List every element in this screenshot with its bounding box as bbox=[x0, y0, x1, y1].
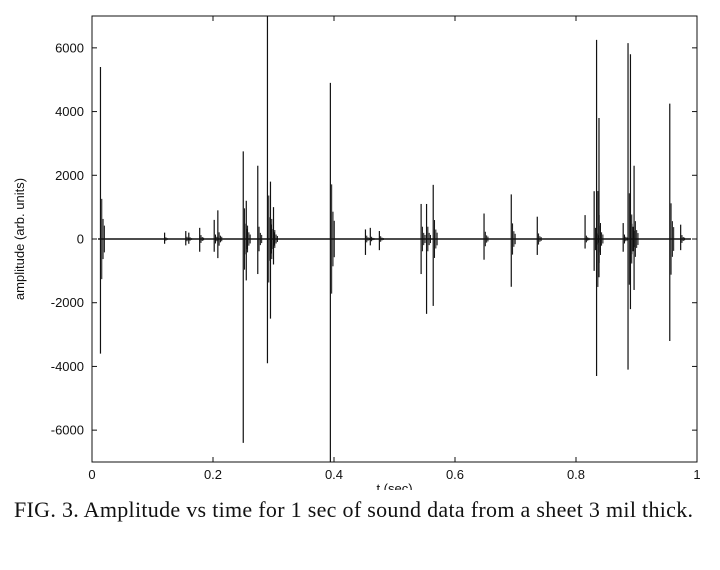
y-tick-label: 6000 bbox=[55, 40, 84, 55]
plot-area: 0 0.2 0.4 0.6 0.8 1 -6000 -4000 -2000 0 2000 4000 60… bbox=[51, 15, 701, 482]
x-tick-label: 0.4 bbox=[325, 467, 343, 482]
x-tick-label: 0.2 bbox=[204, 467, 222, 482]
y-tick-label: -6000 bbox=[51, 423, 84, 438]
y-tick-label: 0 bbox=[77, 232, 84, 247]
y-tick-label: -2000 bbox=[51, 295, 84, 310]
x-tick-label: 0.8 bbox=[567, 467, 585, 482]
y-tick-label: 2000 bbox=[55, 168, 84, 183]
x-tick-label: 1 bbox=[693, 467, 700, 482]
y-tick-label: -4000 bbox=[51, 359, 84, 374]
x-tick-label: 0 bbox=[88, 467, 95, 482]
y-axis-label: amplitude (arb. units) bbox=[12, 178, 27, 300]
x-axis-label: t (sec) bbox=[376, 481, 412, 490]
x-tick-label: 0.6 bbox=[446, 467, 464, 482]
figure-caption: FIG. 3. Amplitude vs time for 1 sec of s… bbox=[14, 497, 694, 522]
y-tick-label: 4000 bbox=[55, 104, 84, 119]
chart: 0 0.2 0.4 0.6 0.8 1 -6000 -4000 -2000 0 2000 4000 60… bbox=[12, 15, 701, 490]
